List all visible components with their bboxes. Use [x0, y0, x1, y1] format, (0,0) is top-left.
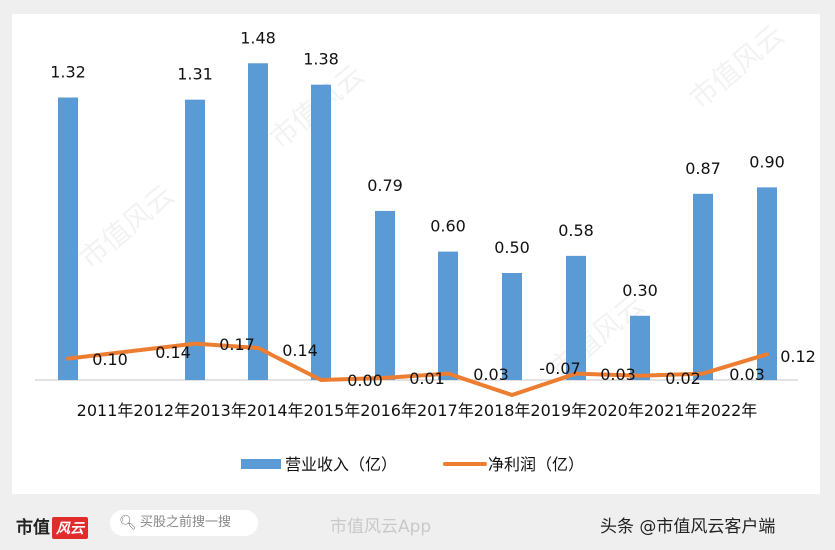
bar — [630, 315, 650, 380]
legend-bar-label: 营业收入（亿） — [285, 455, 397, 474]
weibo-watermark: 市值风云App — [330, 517, 432, 537]
line-series — [66, 341, 769, 397]
bar — [375, 210, 395, 380]
line-label: 0.03 — [473, 365, 509, 384]
chart-card — [12, 14, 820, 494]
bar-label: 1.31 — [177, 65, 213, 84]
line-label: 0.14 — [155, 343, 191, 362]
brand-logo: 市值 风云 — [16, 513, 88, 539]
toutiao-credit: 头条 @市值风云客户端 — [600, 517, 776, 537]
bar-label: 1.32 — [50, 63, 86, 82]
line-label: 0.10 — [92, 350, 128, 369]
bar-label: 1.48 — [240, 28, 276, 47]
bar-label: 0.90 — [749, 152, 785, 171]
bar — [502, 273, 522, 380]
line-label: 0.03 — [600, 365, 636, 384]
line-label: 0.12 — [780, 347, 816, 366]
bar-label: 0.79 — [367, 176, 403, 195]
footer: 市值 风云 🔍︎ 买股之前搜一搜 市值风云App 头条 @市值风云客户端 — [0, 500, 835, 550]
svg-text:市值风云: 市值风云 — [73, 178, 180, 275]
bar-label: 0.50 — [494, 238, 530, 257]
legend-line-label: 净利润（亿） — [488, 455, 584, 474]
bar — [693, 193, 713, 380]
bar — [566, 255, 586, 380]
legend: 营业收入（亿） 净利润（亿） — [241, 455, 584, 474]
x-axis-labels: 2011年2012年2013年2014年2015年2016年2017年2018年… — [77, 401, 758, 420]
line-label: 0.17 — [219, 335, 255, 354]
bar — [58, 97, 78, 381]
bar-label: 1.38 — [303, 50, 339, 69]
line-label: 0.00 — [347, 371, 383, 390]
bar — [311, 84, 331, 381]
bar-label: 0.87 — [685, 159, 721, 178]
search-icon: 🔍︎ — [119, 515, 137, 531]
line-labels: 0.10 0.14 0.17 0.14 0.00 0.01 0.03 -0.07 0.03 0.0… — [92, 335, 816, 390]
chart: 市值风云 市值风云 市值风云 市值风云 1.321.311.481.380.79… — [35, 18, 816, 474]
line-label: 0.01 — [409, 369, 445, 388]
search-box[interactable]: 🔍︎ 买股之前搜一搜 — [110, 510, 258, 536]
bar — [757, 187, 777, 380]
bar-label: 0.58 — [558, 221, 594, 240]
svg-text:市值风云: 市值风云 — [683, 18, 790, 115]
line-label: 0.14 — [282, 341, 318, 360]
bar-labels: 1.32 1.31 1.48 1.38 0.79 0.60 0.50 0.58 0.30 0.87… — [50, 28, 785, 300]
bar-label: 0.30 — [622, 281, 658, 300]
bar — [438, 251, 458, 380]
legend-bar-swatch — [241, 459, 281, 469]
line-label: 0.02 — [665, 369, 701, 388]
bar-series — [58, 63, 777, 381]
bar-label: 0.60 — [430, 217, 466, 236]
line-label: -0.07 — [539, 359, 580, 378]
line-label: 0.03 — [729, 365, 765, 384]
bar — [185, 99, 205, 380]
bar — [248, 63, 268, 380]
